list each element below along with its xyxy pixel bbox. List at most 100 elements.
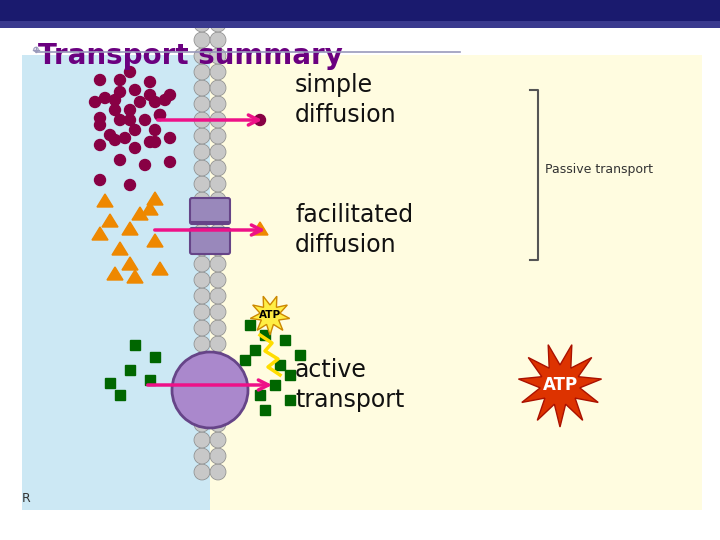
Circle shape bbox=[210, 304, 226, 320]
Circle shape bbox=[94, 119, 106, 131]
Circle shape bbox=[150, 137, 161, 147]
Circle shape bbox=[210, 240, 226, 256]
Circle shape bbox=[145, 77, 156, 87]
Bar bbox=[245, 320, 255, 330]
Circle shape bbox=[210, 48, 226, 64]
Polygon shape bbox=[92, 227, 108, 240]
Circle shape bbox=[164, 90, 176, 100]
Circle shape bbox=[194, 160, 210, 176]
Circle shape bbox=[94, 139, 106, 151]
Circle shape bbox=[194, 96, 210, 112]
Circle shape bbox=[194, 448, 210, 464]
Circle shape bbox=[194, 336, 210, 352]
Polygon shape bbox=[97, 194, 113, 207]
Circle shape bbox=[155, 110, 166, 120]
Circle shape bbox=[194, 320, 210, 336]
Circle shape bbox=[194, 256, 210, 272]
Circle shape bbox=[194, 48, 210, 64]
Circle shape bbox=[210, 176, 226, 192]
Circle shape bbox=[210, 16, 226, 32]
Bar bbox=[240, 355, 250, 365]
Circle shape bbox=[135, 97, 145, 107]
Bar bbox=[260, 330, 270, 340]
Polygon shape bbox=[112, 242, 128, 255]
Circle shape bbox=[210, 416, 226, 432]
Circle shape bbox=[210, 288, 226, 304]
Circle shape bbox=[254, 114, 266, 125]
Bar bbox=[125, 365, 135, 375]
Text: Passive transport: Passive transport bbox=[545, 164, 653, 177]
Circle shape bbox=[194, 400, 210, 416]
Circle shape bbox=[194, 240, 210, 256]
Circle shape bbox=[210, 320, 226, 336]
Circle shape bbox=[210, 64, 226, 80]
Bar bbox=[250, 345, 260, 355]
Circle shape bbox=[150, 125, 161, 136]
Circle shape bbox=[194, 288, 210, 304]
Circle shape bbox=[210, 80, 226, 96]
Bar bbox=[0, 0, 720, 22]
Circle shape bbox=[194, 368, 210, 384]
Circle shape bbox=[210, 256, 226, 272]
Text: simple
diffusion: simple diffusion bbox=[295, 73, 397, 127]
Polygon shape bbox=[102, 214, 118, 227]
Bar bbox=[145, 375, 155, 385]
Circle shape bbox=[210, 32, 226, 48]
Circle shape bbox=[210, 272, 226, 288]
Bar bbox=[270, 380, 280, 390]
Circle shape bbox=[210, 160, 226, 176]
Circle shape bbox=[194, 384, 210, 400]
Circle shape bbox=[140, 159, 150, 171]
Circle shape bbox=[160, 94, 171, 105]
Circle shape bbox=[194, 16, 210, 32]
Polygon shape bbox=[132, 207, 148, 220]
Circle shape bbox=[194, 112, 210, 128]
Circle shape bbox=[130, 143, 140, 153]
Circle shape bbox=[194, 432, 210, 448]
Polygon shape bbox=[252, 222, 268, 235]
Circle shape bbox=[210, 336, 226, 352]
Bar bbox=[260, 405, 270, 415]
Circle shape bbox=[210, 144, 226, 160]
Polygon shape bbox=[147, 234, 163, 247]
Circle shape bbox=[194, 272, 210, 288]
Circle shape bbox=[210, 224, 226, 240]
Circle shape bbox=[194, 144, 210, 160]
FancyBboxPatch shape bbox=[190, 198, 230, 224]
Circle shape bbox=[194, 128, 210, 144]
Circle shape bbox=[164, 132, 176, 144]
Circle shape bbox=[210, 400, 226, 416]
Text: facilitated
diffusion: facilitated diffusion bbox=[295, 203, 413, 257]
Polygon shape bbox=[152, 262, 168, 275]
Text: ATP: ATP bbox=[542, 376, 577, 394]
Circle shape bbox=[164, 157, 176, 167]
Text: active
transport: active transport bbox=[295, 358, 405, 412]
Bar bbox=[22, 55, 210, 510]
Circle shape bbox=[114, 114, 125, 125]
Polygon shape bbox=[127, 270, 143, 283]
Circle shape bbox=[210, 112, 226, 128]
Circle shape bbox=[104, 130, 115, 140]
Circle shape bbox=[94, 112, 106, 124]
Text: R: R bbox=[22, 492, 31, 505]
Circle shape bbox=[109, 105, 120, 116]
Circle shape bbox=[120, 132, 130, 144]
Circle shape bbox=[99, 92, 110, 104]
Polygon shape bbox=[122, 222, 138, 235]
Text: Transport summary: Transport summary bbox=[38, 42, 343, 70]
Circle shape bbox=[194, 64, 210, 80]
Circle shape bbox=[194, 80, 210, 96]
Bar bbox=[115, 390, 125, 400]
Circle shape bbox=[130, 84, 140, 96]
Bar bbox=[280, 335, 290, 345]
Bar bbox=[210, 55, 702, 510]
Circle shape bbox=[125, 66, 135, 78]
Polygon shape bbox=[251, 296, 289, 335]
Circle shape bbox=[125, 105, 135, 116]
Circle shape bbox=[145, 90, 156, 100]
Circle shape bbox=[210, 352, 226, 368]
Polygon shape bbox=[518, 345, 602, 427]
Circle shape bbox=[210, 96, 226, 112]
Circle shape bbox=[94, 75, 106, 85]
Bar bbox=[130, 340, 140, 350]
